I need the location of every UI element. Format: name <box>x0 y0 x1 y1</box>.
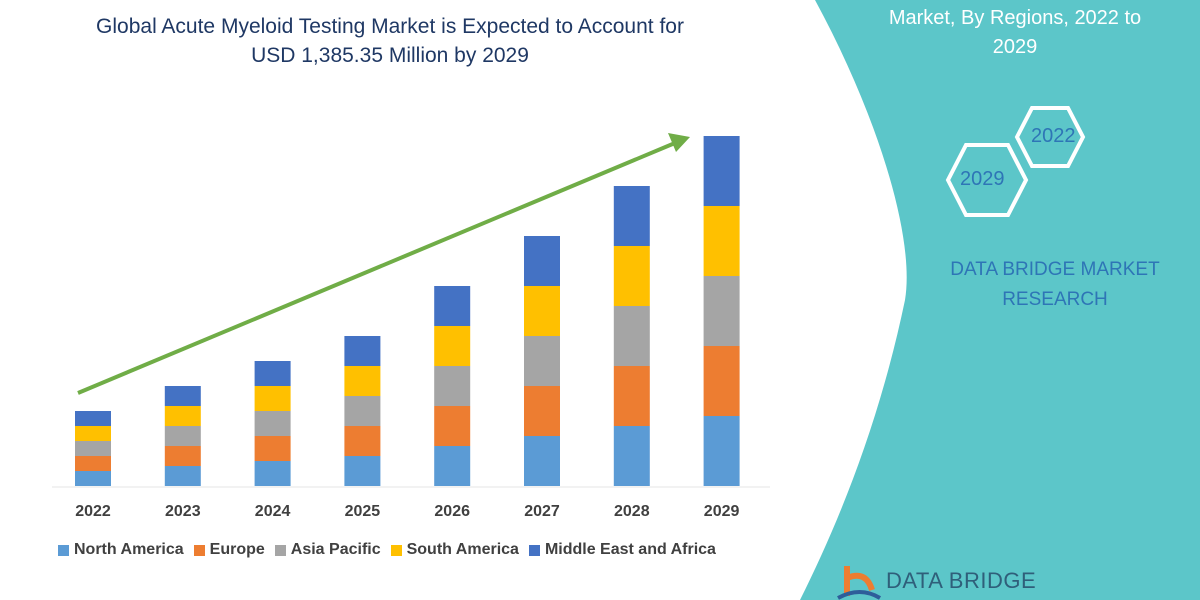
bar-segment-2022-middle-east-and-africa <box>75 411 111 426</box>
brand-text: DATA BRIDGE MARKET RESEARCH <box>925 255 1185 315</box>
side-title-line-2: Market, By Regions, 2022 to <box>888 7 1142 29</box>
bar-segment-2024-europe <box>254 436 291 461</box>
bar-segment-2027-europe <box>524 386 560 436</box>
bar-segment-2027-middle-east-and-africa <box>524 236 560 286</box>
logo-icon <box>837 566 882 600</box>
bar-segment-2023-asia-pacific <box>164 426 201 446</box>
bar-segment-2023-south-america <box>164 406 201 426</box>
bar-segment-2025-middle-east-and-africa <box>344 336 381 366</box>
bar-segment-2026-europe <box>434 406 471 446</box>
legend-swatch <box>193 544 205 556</box>
brand-line-2: RESEARCH <box>1002 289 1108 310</box>
bar-segment-2029-north-america <box>703 416 740 486</box>
bar-segment-2029-europe <box>703 346 740 416</box>
brand-line-1: DATA BRIDGE MARKET <box>950 259 1160 280</box>
chart-title: Global Acute Myeloid Testing Market is E… <box>40 12 740 70</box>
bar-segment-2027-north-america <box>524 436 560 486</box>
legend-label: Asia Pacific <box>290 541 381 558</box>
bar-segment-2024-asia-pacific <box>254 411 291 436</box>
x-tick-label: 2024 <box>254 503 291 520</box>
bar-segment-2023-europe <box>164 446 201 466</box>
legend-label: North America <box>74 541 184 558</box>
logo-text: DATA BRIDGE <box>886 568 1037 593</box>
legend-label: Middle East and Africa <box>544 541 716 558</box>
bar-segment-2022-europe <box>75 456 111 471</box>
legend-item: South America <box>390 541 519 559</box>
hexagon-2029 <box>945 143 1029 217</box>
bar-segment-2022-asia-pacific <box>75 441 111 456</box>
trend-arrow-head <box>668 133 690 152</box>
x-tick-label: 2022 <box>75 503 111 520</box>
hex-label-2022: 2022 <box>1031 125 1076 147</box>
bar-segment-2025-asia-pacific <box>344 396 381 426</box>
bar-segment-2024-south-america <box>254 386 291 411</box>
bar-segment-2027-south-america <box>524 286 560 336</box>
title-line-1: Global Acute Myeloid Testing Market is E… <box>96 15 684 38</box>
bar-segment-2025-europe <box>344 426 381 456</box>
legend-swatch <box>58 544 69 556</box>
bar-segment-2028-europe <box>613 366 650 426</box>
side-title-line-3: 2029 <box>992 36 1038 58</box>
bar-segment-2024-middle-east-and-africa <box>254 361 291 386</box>
x-tick-label: 2027 <box>524 503 560 520</box>
bar-segment-2028-north-america <box>613 426 650 486</box>
side-panel-shape <box>800 0 1200 600</box>
bar-segment-2028-middle-east-and-africa <box>613 186 650 246</box>
bar-segment-2029-south-america <box>703 206 740 276</box>
bar-segment-2028-south-america <box>613 246 650 306</box>
legend-swatch <box>274 544 286 556</box>
x-tick-label: 2029 <box>703 503 740 520</box>
bar-segment-2023-north-america <box>164 466 201 486</box>
legend-swatch <box>390 544 402 556</box>
bar-segment-2027-asia-pacific <box>524 336 560 386</box>
title-line-2: USD 1,385.35 Million by 2029 <box>251 44 529 67</box>
bar-segment-2022-south-america <box>75 426 111 441</box>
legend-swatch <box>528 544 540 556</box>
bar-segment-2026-asia-pacific <box>434 366 471 406</box>
bars-group <box>75 136 740 486</box>
legend-item: Asia Pacific <box>274 541 381 559</box>
legend-item: Europe <box>193 541 265 559</box>
bar-segment-2024-north-america <box>254 461 291 486</box>
x-tick-label: 2028 <box>614 503 650 520</box>
x-tick-label: 2025 <box>344 503 381 520</box>
bar-segment-2023-middle-east-and-africa <box>164 386 201 406</box>
hex-label-2029: 2029 <box>960 168 1005 190</box>
legend-item: Middle East and Africa <box>528 541 716 559</box>
legend-label: Europe <box>209 541 265 558</box>
x-tick-label: 2026 <box>434 503 470 520</box>
trend-arrow <box>77 141 676 395</box>
bar-segment-2022-north-america <box>75 471 111 486</box>
bar-segment-2028-asia-pacific <box>613 306 650 366</box>
legend-label: South America <box>406 541 519 558</box>
legend: North America Europe Asia Pacific South Ame… <box>58 541 716 559</box>
side-title: Market, By Regions, 2022 to 2029 <box>850 4 1180 62</box>
bar-segment-2029-middle-east-and-africa <box>703 136 740 206</box>
hexagon-2022 <box>1014 106 1086 168</box>
x-tick-label: 2023 <box>165 503 201 520</box>
legend-item: North America <box>58 541 184 559</box>
bar-segment-2025-north-america <box>344 456 381 486</box>
bar-segment-2029-asia-pacific <box>703 276 740 346</box>
bar-segment-2026-north-america <box>434 446 471 486</box>
bar-segment-2026-south-america <box>434 326 471 366</box>
bar-segment-2025-south-america <box>344 366 381 396</box>
bar-segment-2026-middle-east-and-africa <box>434 286 471 326</box>
